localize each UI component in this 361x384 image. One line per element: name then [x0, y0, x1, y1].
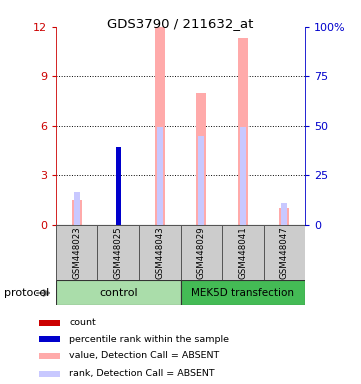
Bar [139, 225, 180, 280]
Bar [198, 136, 204, 225]
Bar [238, 38, 248, 225]
Text: count: count [69, 318, 96, 327]
Text: GSM448025: GSM448025 [114, 226, 123, 279]
Text: GDS3790 / 211632_at: GDS3790 / 211632_at [107, 17, 254, 30]
Text: GSM448043: GSM448043 [155, 226, 164, 279]
Bar [39, 371, 60, 376]
Text: rank, Detection Call = ABSENT: rank, Detection Call = ABSENT [69, 369, 215, 378]
Bar [116, 151, 121, 225]
Text: GSM448029: GSM448029 [197, 226, 206, 279]
Bar [56, 280, 180, 305]
Bar [281, 203, 287, 225]
Text: MEK5D transfection: MEK5D transfection [191, 288, 294, 298]
Text: percentile rank within the sample: percentile rank within the sample [69, 334, 230, 344]
Bar [240, 127, 246, 225]
Bar [39, 336, 60, 342]
Bar [56, 225, 97, 280]
Bar [279, 208, 290, 225]
Bar [39, 319, 60, 326]
Bar [196, 93, 206, 225]
Text: control: control [99, 288, 138, 298]
Bar [74, 192, 80, 225]
Bar [39, 353, 60, 359]
Bar [157, 127, 163, 225]
Text: GSM448023: GSM448023 [72, 226, 81, 279]
Bar [222, 225, 264, 280]
Text: GSM448047: GSM448047 [280, 226, 289, 279]
Bar [264, 225, 305, 280]
Text: value, Detection Call = ABSENT: value, Detection Call = ABSENT [69, 351, 220, 360]
Bar [71, 200, 82, 225]
Bar [97, 225, 139, 280]
Bar [155, 27, 165, 225]
Text: GSM448041: GSM448041 [238, 226, 247, 279]
Bar [180, 225, 222, 280]
Bar [180, 280, 305, 305]
Text: protocol: protocol [4, 288, 49, 298]
Bar [116, 147, 121, 225]
